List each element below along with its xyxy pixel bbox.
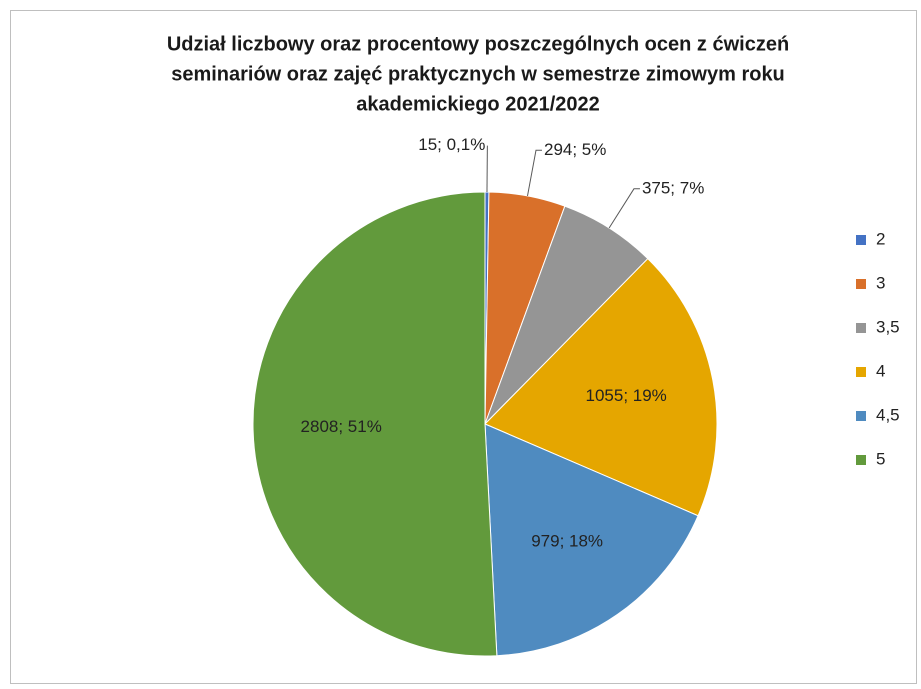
- data-label: 15; 0,1%: [418, 135, 485, 154]
- chart-title: akademickiego 2021/2022: [356, 93, 600, 115]
- data-label: 979; 18%: [531, 532, 603, 551]
- data-label: 375; 7%: [642, 178, 704, 197]
- legend-label: 4,5: [876, 405, 900, 424]
- legend-label: 2: [876, 229, 885, 248]
- legend-swatch: [856, 323, 866, 333]
- legend-swatch: [856, 235, 866, 245]
- legend-swatch: [856, 279, 866, 289]
- legend-label: 3,5: [876, 317, 900, 336]
- legend-label: 3: [876, 273, 885, 292]
- legend-label: 4: [876, 361, 885, 380]
- legend-swatch: [856, 367, 866, 377]
- legend-label: 5: [876, 449, 885, 468]
- data-label: 2808; 51%: [301, 417, 382, 436]
- data-label: 294; 5%: [544, 140, 606, 159]
- data-label: 1055; 19%: [586, 386, 667, 405]
- chart-title: seminariów oraz zajęć praktycznych w sem…: [171, 63, 785, 85]
- legend-swatch: [856, 411, 866, 421]
- legend-swatch: [856, 455, 866, 465]
- chart-title: Udział liczbowy oraz procentowy poszczeg…: [167, 33, 789, 55]
